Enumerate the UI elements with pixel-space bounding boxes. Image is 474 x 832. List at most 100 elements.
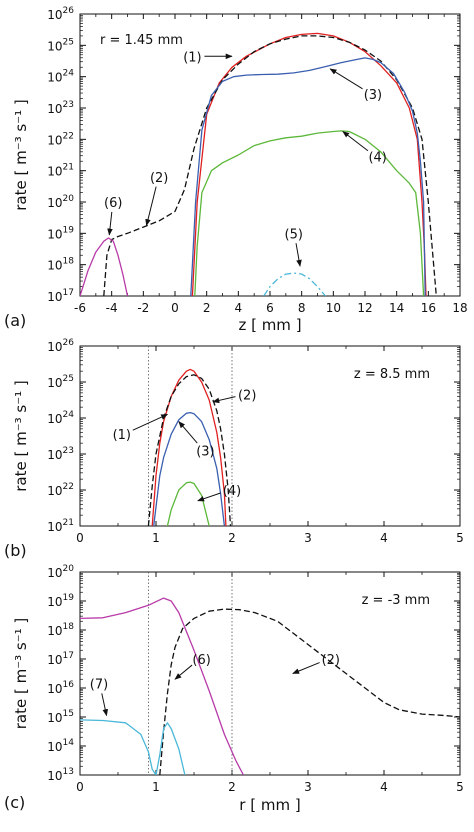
- y-tick-label: 1024: [47, 410, 74, 426]
- condition-annotation: z = -3 mm: [362, 593, 430, 608]
- label-arrow: [178, 421, 198, 444]
- y-tick-label: 1014: [47, 738, 74, 754]
- y-axis-label: rate [ m⁻³ s⁻¹ ]: [12, 99, 30, 211]
- y-tick-label: 1017: [47, 651, 74, 667]
- y-axis-label: rate [ m⁻³ s⁻¹ ]: [12, 380, 30, 492]
- x-tick-label: 6: [266, 301, 274, 315]
- y-tick-label: 1023: [47, 446, 74, 462]
- label-arrow: [292, 662, 320, 674]
- x-tick-label: 1: [152, 780, 160, 794]
- plot-frame: [79, 13, 461, 297]
- series-line-4: [194, 130, 425, 296]
- series-label: (7): [90, 678, 108, 693]
- label-arrow: [197, 492, 221, 502]
- x-tick-label: 5: [456, 780, 464, 794]
- y-tick-label: 1016: [47, 680, 74, 696]
- series-line-5: [263, 272, 326, 296]
- x-tick-label: 4: [380, 780, 388, 794]
- y-tick-label: 1023: [47, 100, 74, 116]
- y-tick-label: 1022: [47, 482, 74, 498]
- label-arrow: [174, 664, 193, 680]
- x-tick-label: 0: [76, 531, 84, 545]
- series-label: (5): [285, 227, 303, 242]
- panel-a: -6 -4 -2 0 2 4 6 8 10 12 14 16 18 1017 1018 1019 1020 102…: [4, 6, 468, 334]
- y-tick-label: 1019: [47, 593, 74, 609]
- series-label: (2): [238, 389, 256, 404]
- series-line-4: [166, 481, 210, 526]
- y-tick-label: 1019: [47, 225, 74, 241]
- x-tick-label: 0: [171, 301, 179, 315]
- curves: [80, 597, 460, 775]
- y-tick-label: 1024: [47, 69, 74, 85]
- series-label: (1): [113, 428, 131, 443]
- series-label: (1): [183, 50, 201, 65]
- label-arrow: [212, 396, 236, 404]
- series-line-3: [190, 57, 426, 296]
- x-tick-label: 2: [203, 301, 211, 315]
- x-tick-label: 3: [304, 780, 312, 794]
- y-tick-label: 1018: [47, 622, 74, 638]
- series-line-2: [159, 608, 460, 775]
- x-tick-label: -2: [137, 301, 149, 315]
- x-tick-label: 3: [304, 531, 312, 545]
- x-tick-label: 10: [326, 301, 341, 315]
- series-label: (3): [364, 88, 382, 103]
- y-axis-label: rate [ m⁻³ s⁻¹ ]: [12, 618, 30, 730]
- y-tick-label: 1021: [47, 163, 74, 179]
- label-arrow: [101, 693, 108, 717]
- panel-label: (c): [4, 793, 25, 812]
- x-tick-label: 4: [235, 301, 243, 315]
- panel-c: 0 1 2 3 4 5 1013 1014 1015 1016 1017 1018 1019 1020 (2…: [4, 564, 464, 814]
- series-label: (2): [150, 171, 168, 186]
- panel-label: (b): [4, 541, 27, 560]
- label-arrow: [107, 211, 113, 236]
- x-tick-label: 4: [380, 531, 388, 545]
- y-tick-label: 1015: [47, 709, 74, 725]
- series-line-6: [80, 597, 244, 775]
- x-tick-label: 12: [357, 301, 372, 315]
- label-arrow: [145, 186, 157, 227]
- x-tick-label: -4: [106, 301, 118, 315]
- y-tick-label: 1020: [47, 564, 74, 580]
- series-line-7: [80, 719, 186, 775]
- curves: [80, 32, 437, 296]
- y-tick-label: 1026: [47, 338, 74, 354]
- series-label: (6): [104, 196, 122, 211]
- x-tick-label: 2: [228, 780, 236, 794]
- series-line-2: [147, 374, 232, 526]
- y-tick-label: 1017: [47, 288, 74, 304]
- condition-annotation: r = 1.45 mm: [100, 33, 183, 48]
- y-tick-label: 1020: [47, 194, 74, 210]
- y-tick-label: 1025: [47, 37, 74, 53]
- y-tick-label: 1026: [47, 6, 74, 22]
- y-tick-label: 1025: [47, 374, 74, 390]
- x-tick-label: 8: [298, 301, 306, 315]
- label-arrow: [342, 131, 369, 152]
- x-axis-label: r [ mm ]: [239, 796, 300, 814]
- y-tick-label: 1022: [47, 131, 74, 147]
- x-tick-label: 5: [456, 531, 464, 545]
- x-tick-label: 16: [421, 301, 436, 315]
- series-label: (4): [368, 151, 386, 166]
- series-label: (4): [223, 484, 241, 499]
- x-axis-label: z [ mm ]: [238, 316, 301, 334]
- label-arrow: [132, 413, 169, 431]
- curves: [147, 368, 232, 526]
- condition-annotation: z = 8.5 mm: [354, 367, 430, 382]
- y-tick-label: 1013: [47, 767, 74, 783]
- y-tick-label: 1021: [47, 518, 74, 534]
- series-label: (2): [322, 653, 340, 668]
- series-label: (6): [192, 653, 210, 668]
- panel-b: 0 1 2 3 4 5 1021 1022 1023 1024 1025 1026 (1) (2) (3) (…: [4, 338, 464, 560]
- panel-label: (a): [4, 311, 26, 330]
- series-label: (3): [196, 444, 214, 459]
- x-tick-label: 2: [228, 531, 236, 545]
- series-line-1: [191, 32, 427, 296]
- label-arrow: [329, 68, 363, 90]
- x-tick-label: 18: [452, 301, 467, 315]
- series-line-6: [80, 237, 129, 296]
- x-tick-label: 1: [152, 531, 160, 545]
- label-arrow: [295, 243, 302, 267]
- x-tick-label: -6: [74, 301, 86, 315]
